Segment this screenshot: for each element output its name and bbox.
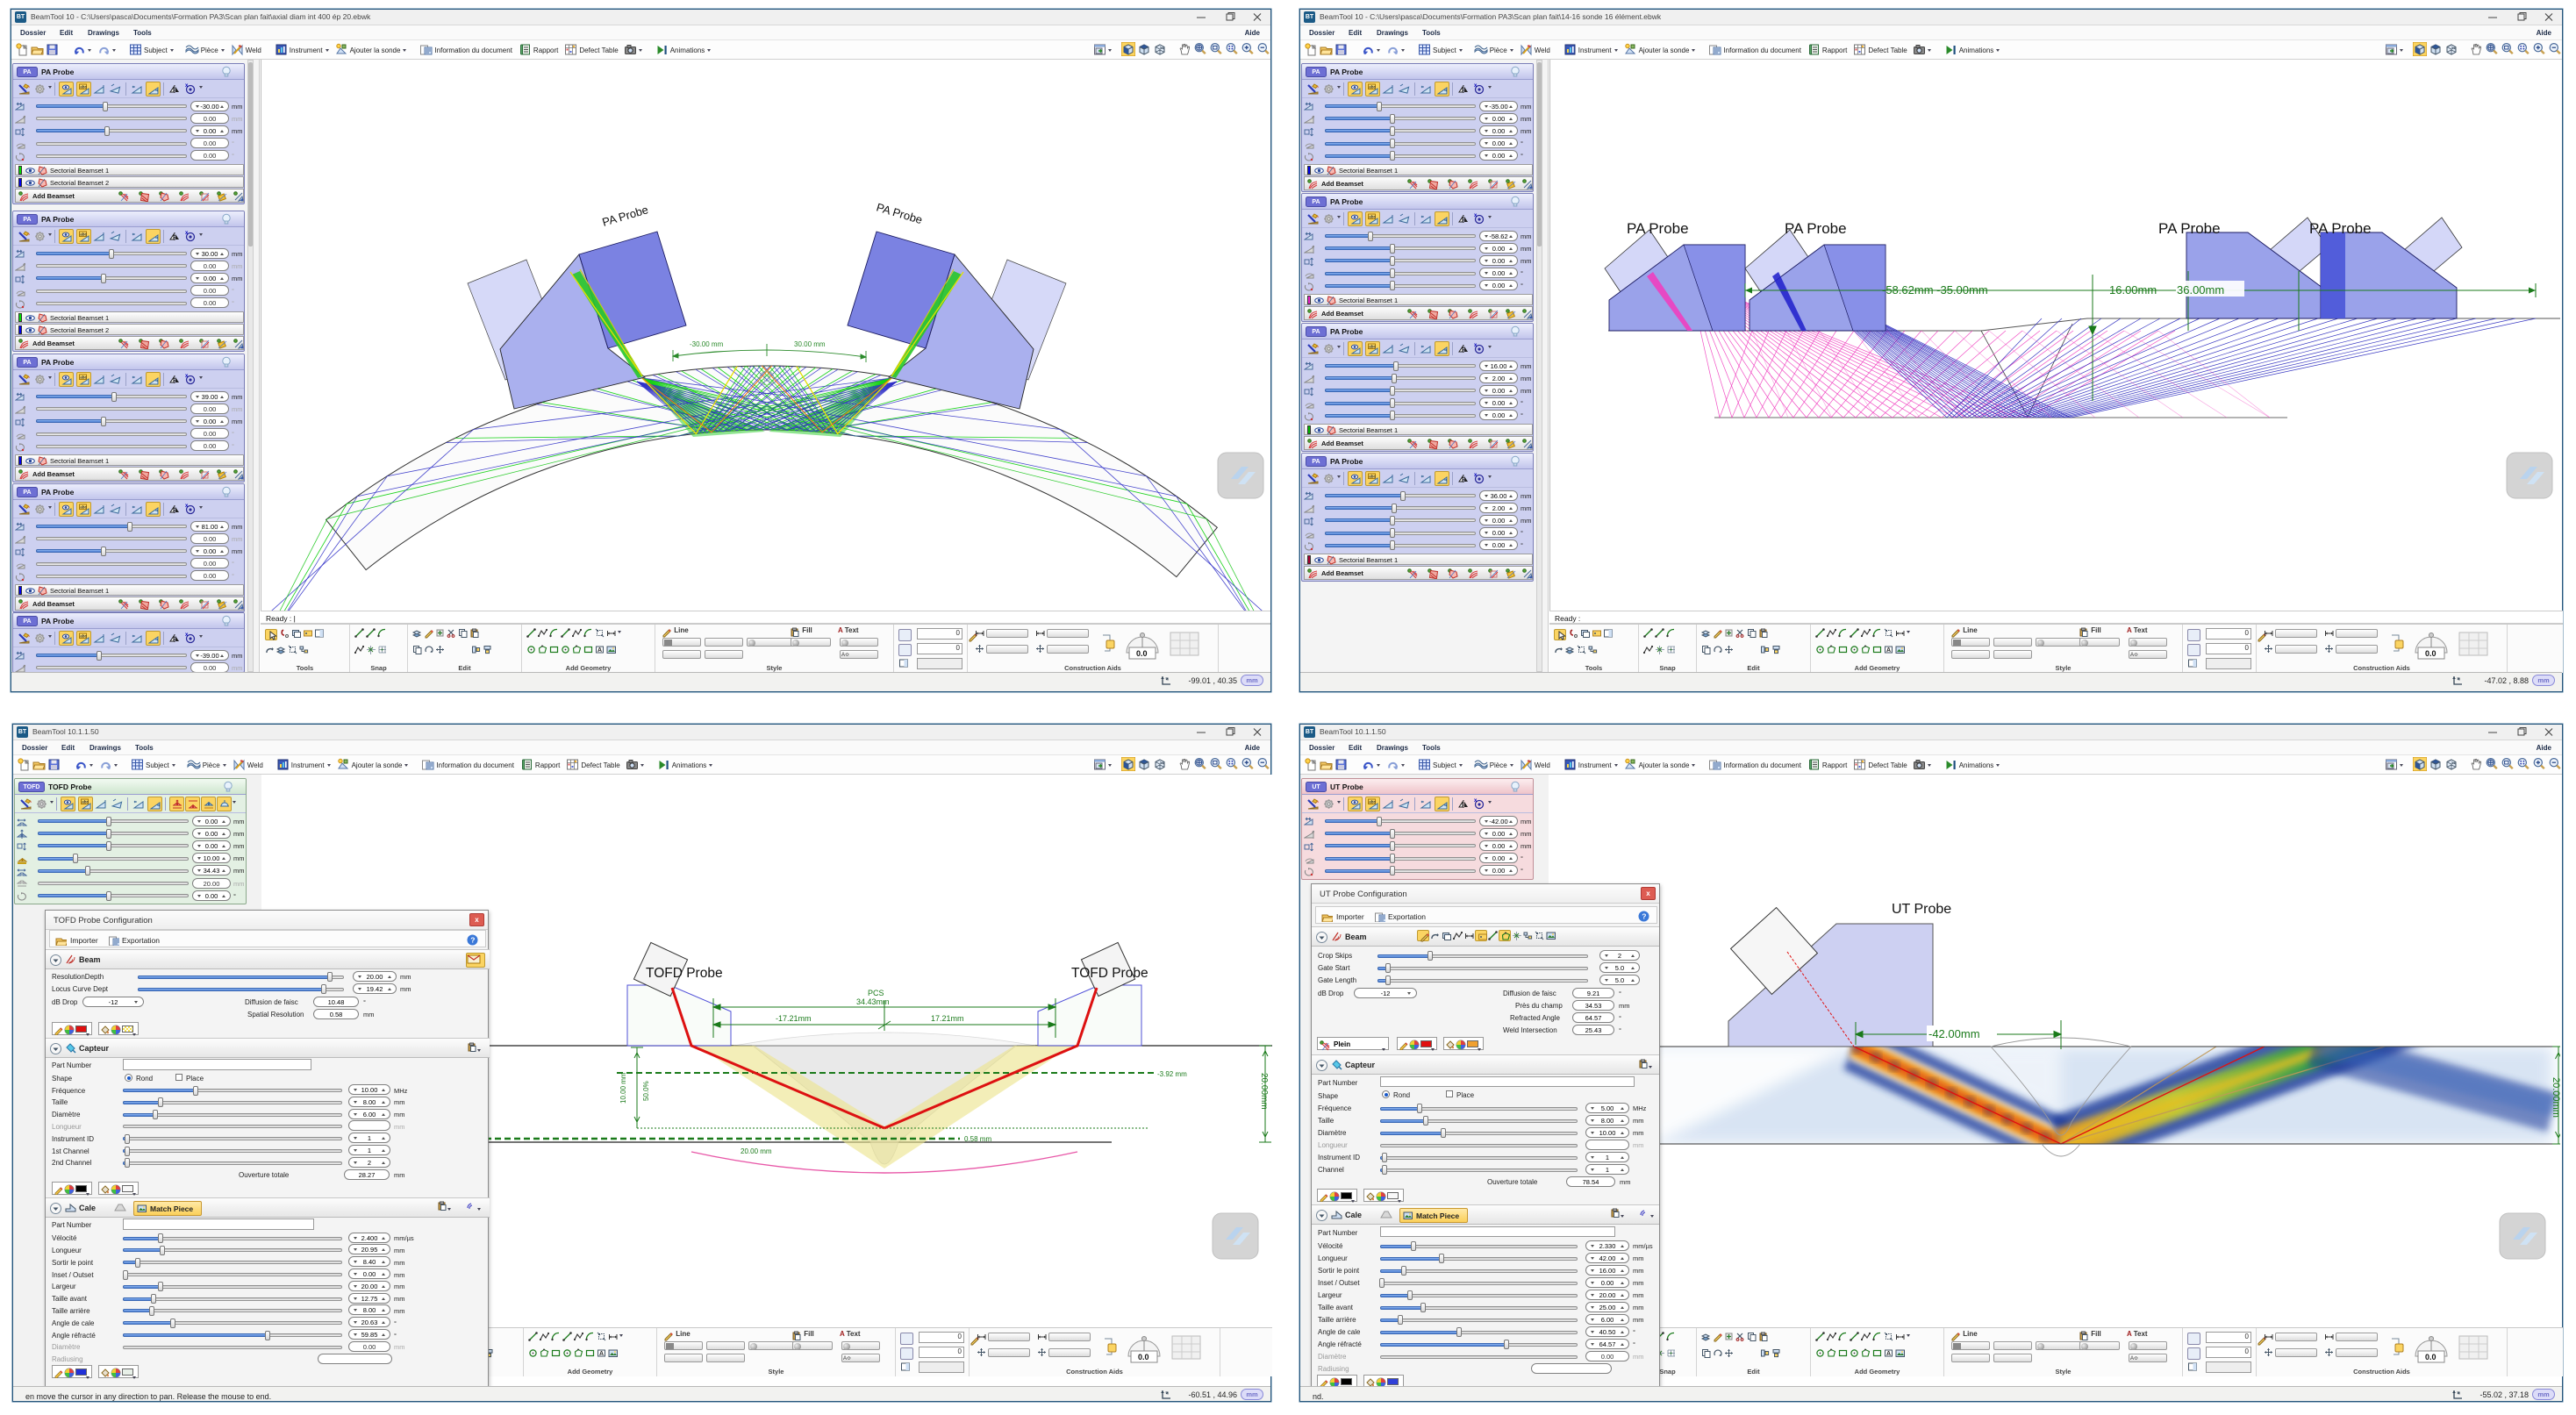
svg-text:0.58 mm: 0.58 mm [964, 1135, 991, 1143]
svg-text:abc: abc [82, 799, 89, 804]
svg-text:TOFD Probe: TOFD Probe [646, 966, 723, 981]
svg-text:-42.00mm: -42.00mm [1928, 1027, 1980, 1040]
svg-text:-17.21mm: -17.21mm [776, 1014, 812, 1023]
svg-text:x: x [1474, 343, 1478, 348]
svg-text:x: x [1474, 213, 1478, 218]
svg-text:x: x [185, 83, 189, 89]
svg-text:0.0: 0.0 [2425, 649, 2436, 658]
svg-text:-58.62mm -35.00mm: -58.62mm -35.00mm [1882, 283, 1988, 297]
svg-text:A: A [1886, 647, 1891, 654]
svg-text:17.21mm: 17.21mm [931, 1014, 964, 1023]
svg-text:x: x [185, 374, 189, 379]
svg-text:x: x [185, 632, 189, 638]
svg-text:abc: abc [80, 504, 87, 509]
svg-text:abc: abc [1369, 84, 1376, 89]
svg-text:x: x [185, 231, 189, 236]
svg-text:x: x [1474, 473, 1478, 478]
svg-text:abc: abc [1369, 344, 1376, 348]
svg-text:abc: abc [80, 84, 87, 89]
svg-text:30.00 mm: 30.00 mm [794, 340, 826, 348]
svg-text:abc: abc [1369, 474, 1376, 478]
svg-text:abc: abc [80, 633, 87, 638]
svg-text:x: x [185, 504, 189, 509]
svg-text:UT Probe: UT Probe [1892, 902, 1951, 917]
svg-text:A: A [597, 647, 602, 654]
svg-text:PA Probe: PA Probe [601, 203, 650, 229]
svg-text:TOFD Probe: TOFD Probe [1071, 966, 1148, 981]
svg-text:36.00mm: 36.00mm [2177, 283, 2224, 297]
svg-text:10.00 mm: 10.00 mm [619, 1072, 627, 1104]
svg-text:-30.00 mm: -30.00 mm [690, 340, 724, 348]
svg-text:abc: abc [80, 232, 87, 236]
svg-text:0.0: 0.0 [1136, 649, 1148, 658]
svg-text:16.00mm: 16.00mm [2109, 283, 2157, 297]
svg-text:?: ? [470, 936, 475, 945]
svg-text:A: A [1886, 1351, 1891, 1357]
svg-text:abc: abc [80, 375, 87, 379]
svg-text:abc: abc [1369, 799, 1376, 804]
svg-text:PCS: PCS [868, 989, 884, 997]
svg-text:PA Probe: PA Probe [875, 200, 924, 226]
svg-text:PA Probe: PA Probe [1627, 220, 1689, 237]
svg-text:PA Probe: PA Probe [2309, 220, 2372, 237]
svg-text:A: A [599, 1351, 604, 1357]
svg-text:0.0: 0.0 [1138, 1353, 1149, 1361]
svg-text:20.00mm: 20.00mm [1259, 1073, 1269, 1110]
svg-text:x: x [1474, 83, 1478, 89]
svg-text:?: ? [1642, 912, 1646, 921]
svg-text:20.00 mm: 20.00 mm [741, 1147, 772, 1155]
svg-text:x: x [1474, 798, 1478, 804]
svg-text:-3.92 mm: -3.92 mm [1157, 1070, 1187, 1078]
svg-text:0.0: 0.0 [2425, 1353, 2436, 1361]
svg-text:50.0%: 50.0% [642, 1081, 650, 1101]
svg-text:34.43mm: 34.43mm [856, 997, 890, 1006]
svg-text:PA Probe: PA Probe [2158, 220, 2221, 237]
svg-text:PA Probe: PA Probe [1785, 220, 1847, 237]
svg-text:20.00mm: 20.00mm [2551, 1077, 2560, 1118]
svg-text:abc: abc [1369, 214, 1376, 218]
